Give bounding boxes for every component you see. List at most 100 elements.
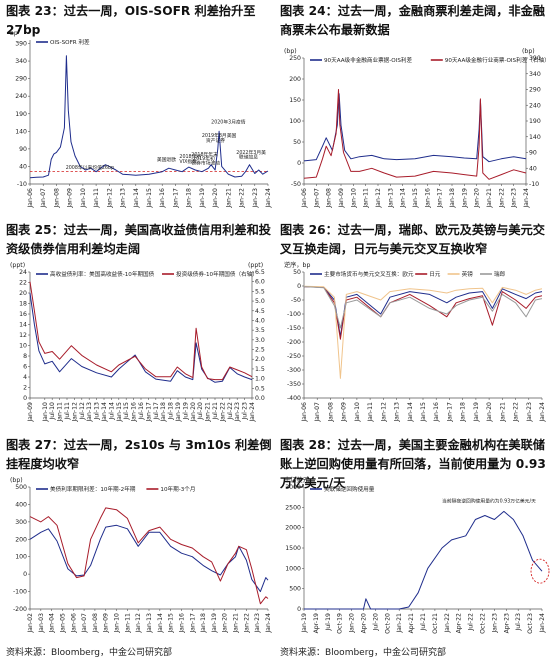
x-tick-label: Jan-10 xyxy=(80,188,87,209)
source-note-right: 资料来源：Bloomberg，中金公司研究部 xyxy=(280,648,446,658)
panel-28: 图表 28：过去一周，美国主要金融机构在美联储账上逆回购使用量有所回落，当前使用… xyxy=(280,436,550,493)
series-line-2 xyxy=(303,285,543,379)
x-tick-label: Jul-11 xyxy=(64,402,71,421)
y-right-tick-label: 6.5 xyxy=(255,269,265,276)
y-tick-label: 100 xyxy=(15,554,27,561)
y-right-tick-label: 140 xyxy=(529,134,541,141)
chart-title: 图表 28：过去一周，美国主要金融机构在美联储账上逆回购使用量有所回落，当前使用… xyxy=(280,438,546,490)
highlight-circle xyxy=(530,558,550,584)
x-tick-label: Jul-22 xyxy=(227,402,234,421)
series-line-0 xyxy=(304,510,543,610)
y-right-tick-label: 6.0 xyxy=(255,279,265,286)
chart-24-svg: (bp) (bp) -50 0 50 100 150 200 250 -10 40 90 140 190 2… xyxy=(284,48,550,209)
legend-label: 日元 xyxy=(429,271,441,278)
y-right-tick-label: 0.0 xyxy=(255,395,265,402)
x-tick-label: Jan-10 xyxy=(354,402,361,423)
legend-label: 90天AA级非金融商业票据-OIS利差 xyxy=(324,56,412,64)
x-tick-label: Jan-23 xyxy=(491,613,498,634)
legend-label: 瑞郎 xyxy=(494,270,506,278)
series-line-3 xyxy=(303,286,543,329)
x-tick-label: Jan-13 xyxy=(120,188,127,209)
chart-annotation: 2020年3月疫情 xyxy=(211,119,246,126)
x-tick-label: Jan-23 xyxy=(252,188,259,209)
y-tick-label: 0 xyxy=(297,606,301,613)
y-tick-label: 2000 xyxy=(285,525,301,532)
y-tick-label: 1500 xyxy=(285,545,301,552)
y-right-tick-label: 1.0 xyxy=(255,376,265,383)
panel-26: 图表 26：过去一周，瑞郎、欧元及英镑与美元交叉互换走阔，日元与美元交叉互换收窄 xyxy=(280,221,550,259)
chart-annotation: 债券市场波动 xyxy=(191,159,220,166)
y-tick-label: 140 xyxy=(15,128,27,135)
x-tick-label: Jan-16 xyxy=(131,402,138,423)
x-tick-label: Jan-24 xyxy=(539,402,546,423)
y-tick-label: -100 xyxy=(13,589,27,596)
panel-27: 图表 27：过去一周，2s10s 与 3m10s 利差倒挂程度均收窄 xyxy=(6,436,276,474)
panel-23: 图表 23：过去一周，OIS-SOFR 利差抬升至 27bp xyxy=(6,2,276,40)
legend-label: 高收益债利率：美国高收益债-10年期国债 xyxy=(50,270,155,278)
y-tick-label: 4 xyxy=(23,374,27,381)
x-tick-label: Jan-09 xyxy=(103,613,110,634)
y-tick-label: 290 xyxy=(15,76,27,83)
legend-label: 英镑 xyxy=(462,270,474,278)
x-tick-label: Jan-23 xyxy=(526,402,533,423)
y-right-tick-label: 5.0 xyxy=(255,298,265,305)
x-tick-label: Jan-08 xyxy=(53,188,60,209)
x-tick-label: Jan-14 xyxy=(400,188,407,209)
x-tick-label: Oct-19 xyxy=(337,613,344,634)
y-right-tick-label: 4.5 xyxy=(255,308,265,315)
y-tick-label: 22 xyxy=(19,280,27,287)
x-tick-label: Jan-18 xyxy=(186,188,193,209)
x-tick-label: Jan-17 xyxy=(189,613,196,634)
y-tick-label: -400 xyxy=(287,395,301,402)
x-tick-label: Jan-13 xyxy=(394,402,401,423)
x-tick-label: Jan-13 xyxy=(146,613,153,634)
x-tick-label: Jan-22 xyxy=(219,402,226,423)
x-tick-label: Jan-19 xyxy=(211,613,218,634)
x-tick-label: Jan-11 xyxy=(57,402,64,423)
chart-annotation: -2019年初 xyxy=(191,155,215,162)
x-tick-label: Jan-14 xyxy=(133,188,140,209)
y-tick-label: 0 xyxy=(23,395,27,402)
x-tick-label: Jan-20 xyxy=(212,188,219,209)
x-tick-label: Jan-18 xyxy=(200,613,207,634)
x-tick-label: Jan-13 xyxy=(86,402,93,423)
y-tick-label: 12 xyxy=(19,332,27,339)
x-tick-label: Jan-22 xyxy=(498,188,505,209)
x-tick-label: Jan-11 xyxy=(93,188,100,209)
y-tick-label: -100 xyxy=(287,311,301,318)
x-tick-label: Jul-12 xyxy=(79,402,86,421)
x-tick-label: Jan-17 xyxy=(437,188,444,209)
x-tick-label: Jul-18 xyxy=(168,402,175,421)
y-right-tick-label: 340 xyxy=(529,71,541,78)
y-tick-label: 400 xyxy=(15,501,27,508)
y-unit-label: 逆序，bp xyxy=(284,261,310,269)
x-tick-label: Jan-08 xyxy=(326,188,333,209)
chart-title: 图表 26：过去一周，瑞郎、欧元及英镑与美元交叉互换走阔，日元与美元交叉互换收窄 xyxy=(280,223,545,256)
x-tick-label: Jan-15 xyxy=(412,188,419,209)
x-tick-label: Jan-15 xyxy=(146,188,153,209)
series-line-1 xyxy=(29,281,253,381)
x-tick-label: Jan-14 xyxy=(101,402,108,423)
x-tick-label: Jan-08 xyxy=(327,402,334,423)
x-tick-label: Jan-21 xyxy=(396,613,403,634)
x-tick-label: Jan-19 xyxy=(473,402,480,423)
y-tick-label: 3000 xyxy=(285,484,301,491)
x-tick-label: Jan-15 xyxy=(116,402,123,423)
x-tick-label: Jan-20 xyxy=(222,613,229,634)
x-tick-label: Jul-19 xyxy=(325,613,332,632)
x-tick-label: Jan-24 xyxy=(265,613,272,634)
x-tick-label: Jan-21 xyxy=(233,613,240,634)
x-tick-label: Jan-19 xyxy=(175,402,182,423)
y-right-tick-label: 2.5 xyxy=(255,347,265,354)
chart-25: (ppt) (ppt) 0 2 4 6 8 10 12 14 16 18 20 22 24 0.0 0.5 1.0… xyxy=(6,258,276,430)
x-tick-label: Jan-20 xyxy=(474,188,481,209)
x-tick-label: Jul-10 xyxy=(49,402,56,421)
panel-24: 图表 24：过去一周，金融商票利差走阔，非金融商票未公布最新数据 xyxy=(280,2,550,40)
x-tick-label: Jan-06 xyxy=(70,613,77,634)
chart-24: (bp) (bp) -50 0 50 100 150 200 250 -10 40 90 140 190 2… xyxy=(280,44,550,216)
x-tick-label: Jan-07 xyxy=(313,188,320,209)
x-tick-label: Jul-16 xyxy=(138,402,145,421)
x-tick-label: Jul-23 xyxy=(242,402,249,421)
y-tick-label: 24 xyxy=(19,269,27,276)
x-tick-label: Jul-20 xyxy=(197,402,204,421)
